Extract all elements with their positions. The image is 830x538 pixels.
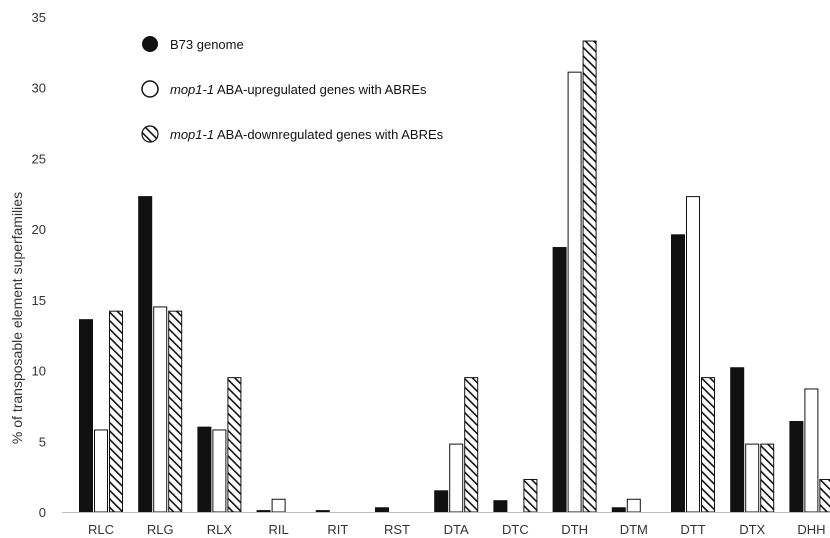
x-tick-label: DTC: [502, 522, 529, 537]
bar-dtx-open: [745, 443, 760, 513]
bar-dtt-solid: [671, 234, 685, 513]
bar-rlx-open: [212, 429, 227, 513]
y-tick-label: 20: [32, 222, 46, 237]
bar-dtt-hatched: [701, 377, 715, 513]
y-axis: 0 5 10 15 20 25 30 35: [32, 10, 46, 520]
bar-dta-hatched: [464, 377, 479, 513]
bar-rlx-hatched: [227, 377, 242, 513]
bar-dtx-hatched: [760, 443, 775, 513]
bar-dth-solid: [552, 247, 567, 513]
legend: B73 genome mop1-1 ABA-upregulated genes …: [141, 36, 444, 143]
bar-dtm-solid: [611, 507, 626, 513]
legend-item-b73-genome: B73 genome: [142, 36, 244, 52]
x-tick-label: RLG: [147, 522, 174, 537]
bar-ril-open: [271, 498, 286, 513]
bar-dtc-solid: [493, 500, 508, 513]
legend-marker-hatched: [141, 125, 159, 143]
bar-dth-open: [567, 71, 582, 513]
bar-rit-solid: [315, 510, 330, 513]
bar-dhh-open: [804, 388, 819, 513]
bar-ril-solid: [256, 510, 271, 513]
legend-label-upregulated-rest: ABA-upregulated genes with ABREs: [214, 82, 427, 97]
legend-item-upregulated: mop1-1 ABA-upregulated genes with ABREs: [141, 80, 427, 98]
y-tick-label: 15: [32, 293, 46, 308]
y-tick-label: 35: [32, 10, 46, 25]
y-axis-label: % of transposable element superfamilies: [9, 192, 25, 444]
x-axis: RLC RLG RLX RIL RIT RST DTA DTC DTH DTM DTT DTX DHH: [62, 512, 830, 537]
bar-dtc-hatched: [523, 478, 538, 513]
bar-dth-hatched: [582, 40, 597, 513]
x-tick-label: DTH: [561, 522, 588, 537]
y-tick-label: 10: [32, 364, 46, 379]
bar-dhh-hatched: [819, 478, 830, 513]
bar-dtm-open: [626, 498, 641, 513]
x-tick-label: RST: [384, 522, 410, 537]
bar-rlx-solid: [197, 426, 212, 513]
legend-marker-solid: [142, 36, 158, 52]
bar-rlc-hatched: [109, 310, 123, 513]
y-tick-label: 5: [39, 434, 46, 449]
bar-dtx-solid: [730, 367, 745, 513]
bar-rlg-open: [153, 306, 168, 513]
legend-label-upregulated-italic: mop1-1: [170, 82, 214, 97]
x-tick-label: DTM: [620, 522, 648, 537]
x-tick-label: RLX: [207, 522, 233, 537]
legend-label-downregulated: mop1-1 ABA-downregulated genes with ABRE…: [170, 127, 444, 142]
bars: [79, 40, 830, 513]
legend-label-upregulated: mop1-1 ABA-upregulated genes with ABREs: [170, 82, 427, 97]
legend-marker-open: [141, 80, 159, 98]
bar-dhh-solid: [789, 420, 804, 513]
x-tick-label: DTX: [739, 522, 765, 537]
legend-label-downregulated-italic: mop1-1: [170, 127, 214, 142]
x-tick-label: DTA: [444, 522, 469, 537]
bar-rlc-solid: [79, 319, 93, 513]
x-tick-label: DHH: [797, 522, 825, 537]
x-tick-label: RIT: [327, 522, 348, 537]
legend-label-downregulated-rest: ABA-downregulated genes with ABREs: [214, 127, 444, 142]
legend-item-downregulated: mop1-1 ABA-downregulated genes with ABRE…: [141, 125, 444, 143]
x-tick-label: DTT: [680, 522, 705, 537]
x-tick-label: RIL: [268, 522, 288, 537]
bar-rst-solid: [375, 507, 389, 513]
y-tick-label: 30: [32, 81, 46, 96]
bar-dtt-open: [686, 196, 700, 513]
bar-rlg-hatched: [168, 310, 183, 513]
legend-label-b73-genome: B73 genome: [170, 37, 244, 52]
y-tick-label: 25: [32, 151, 46, 166]
x-tick-label: RLC: [88, 522, 114, 537]
bar-dta-solid: [434, 490, 449, 513]
bar-dta-open: [449, 443, 464, 513]
y-tick-label: 0: [39, 505, 46, 520]
bar-rlg-solid: [138, 196, 153, 513]
bar-rlc-open: [94, 429, 108, 513]
